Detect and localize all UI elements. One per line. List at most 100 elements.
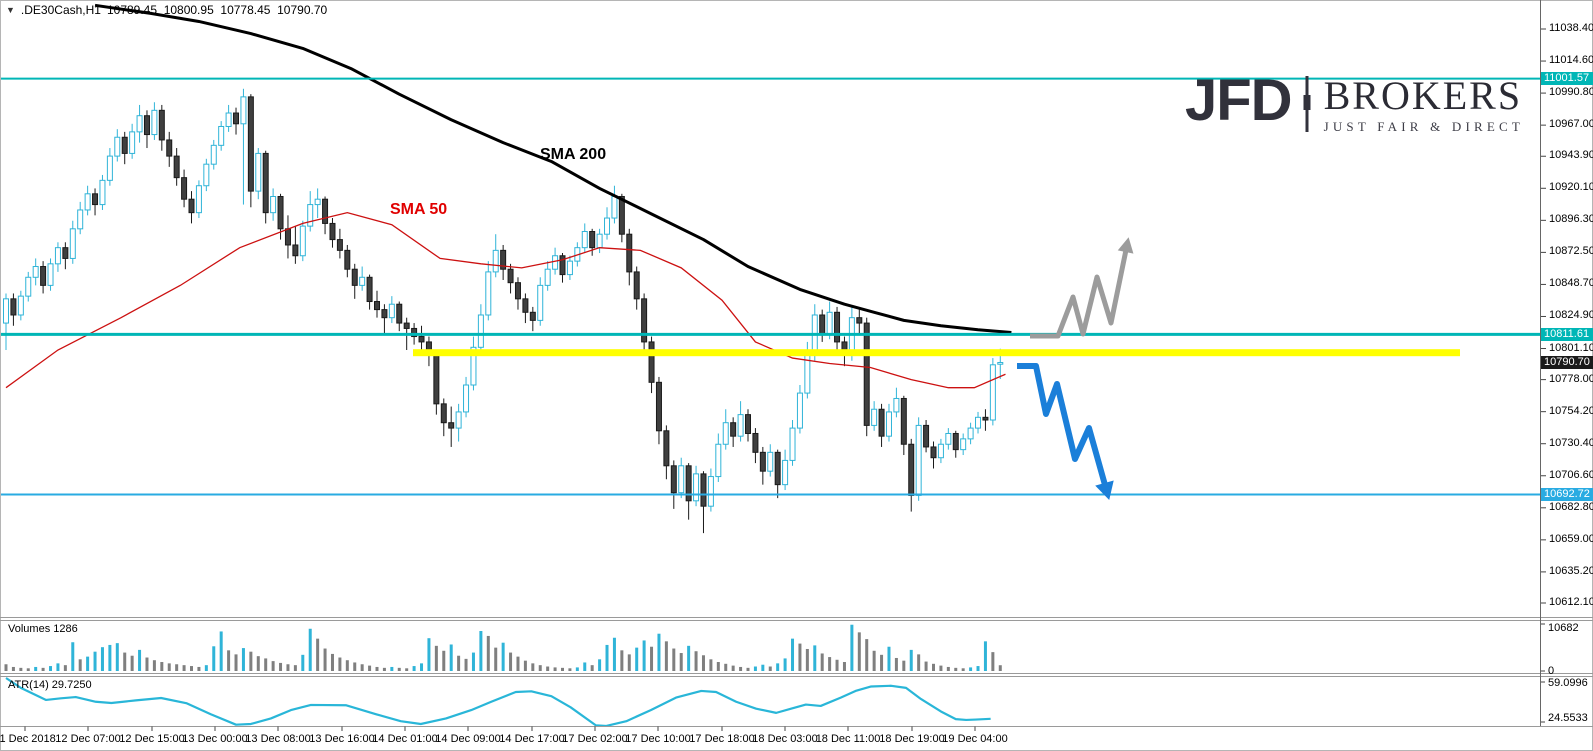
volume-bar	[375, 666, 379, 671]
candle-body	[455, 411, 462, 429]
candle-body	[106, 155, 113, 181]
volume-bar	[546, 666, 550, 671]
volume-bar	[902, 660, 906, 671]
volume-bar	[316, 638, 320, 671]
volume-bar	[672, 648, 676, 671]
volume-bar	[427, 638, 431, 671]
candle-body	[255, 152, 262, 192]
time-tick-label: 19 Dec 04:00	[942, 733, 1008, 745]
volume-bar	[323, 648, 327, 671]
candle-body	[767, 451, 774, 472]
volume-bar	[983, 641, 987, 671]
candle-body	[143, 115, 150, 136]
candle-body	[514, 282, 521, 300]
candle-body	[329, 222, 336, 241]
volume-bar	[865, 639, 869, 671]
volume-bar	[739, 666, 743, 671]
jfd-brokers-logo: JFD BROKERS JUST FAIR & DIRECT	[1185, 72, 1524, 137]
volume-bar	[850, 624, 854, 671]
price-tick-label: 10920.10	[1549, 181, 1593, 194]
chart-ohlc-values: 10789.45 10800.95 10778.45 10790.70	[106, 3, 328, 17]
volume-bar	[679, 653, 683, 671]
volume-bar	[86, 656, 90, 671]
volume-bar	[145, 657, 149, 671]
price-tick-label: 10848.70	[1549, 277, 1593, 290]
volume-bar	[353, 662, 357, 671]
volume-bar	[561, 667, 564, 671]
level-price-chip: 10811.61	[1541, 327, 1593, 341]
volume-bar	[397, 667, 401, 671]
candle-body	[559, 255, 566, 276]
volume-bar	[583, 662, 587, 671]
candle-body	[774, 451, 781, 486]
candle-body	[284, 228, 291, 246]
volume-bar	[687, 645, 691, 671]
candle-body	[292, 244, 299, 257]
time-tick-label: 18 Dec 19:00	[879, 733, 945, 745]
candle-body	[937, 443, 944, 459]
volume-bar	[197, 666, 201, 671]
volume-bar	[627, 654, 631, 671]
candle-body	[233, 112, 240, 125]
volume-bar	[842, 662, 846, 671]
price-tick-label: 10706.60	[1549, 468, 1593, 481]
candle-body	[960, 438, 967, 451]
candle-body	[136, 115, 143, 133]
atr-line	[5, 677, 991, 728]
volume-bar	[716, 662, 720, 671]
price-tick-label: 10896.30	[1549, 213, 1593, 226]
candle-body	[796, 392, 803, 429]
volume-bar	[813, 645, 817, 671]
atr-tick-label: 24.5533	[1548, 712, 1588, 724]
volume-bar	[731, 665, 735, 671]
volume-bar	[917, 654, 921, 671]
candle-body	[336, 239, 343, 251]
chart-title-bar: ▼ .DE30Cash,H1 10789.45 10800.95 10778.4…	[6, 3, 327, 17]
candle-body	[433, 352, 440, 405]
volume-bar	[961, 668, 965, 671]
volume-bar	[264, 658, 268, 671]
volume-bar	[486, 635, 490, 671]
volume-bar	[835, 659, 839, 671]
volume-bar	[390, 666, 394, 671]
candle-body	[863, 322, 870, 426]
candle-body	[492, 249, 499, 273]
volume-bar	[130, 655, 134, 671]
volume-bar	[783, 658, 787, 671]
candle-body	[314, 198, 321, 206]
volume-bar	[434, 645, 438, 671]
volume-bar	[234, 654, 238, 671]
volume-bar	[590, 665, 594, 671]
candle-body	[299, 225, 306, 257]
volume-bar	[479, 631, 483, 671]
candle-body	[411, 327, 418, 338]
candle-body	[218, 125, 225, 146]
volume-bar	[108, 644, 112, 671]
volume-bar	[160, 662, 164, 671]
volume-bar	[190, 666, 193, 671]
volume-bar	[820, 653, 824, 671]
symbol-dropdown-icon[interactable]: ▼	[6, 5, 15, 15]
candle-body	[477, 314, 484, 348]
candle-body	[915, 424, 922, 496]
candle-body	[893, 397, 900, 413]
candle-body	[982, 416, 989, 421]
candle-body	[470, 346, 477, 386]
volume-bar	[932, 663, 935, 671]
time-tick-label: 17 Dec 02:00	[562, 733, 628, 745]
candle-body	[418, 336, 425, 343]
volume-bar	[382, 667, 386, 671]
candle-body	[77, 209, 84, 230]
price-tick-label: 10754.20	[1549, 404, 1593, 417]
candle-body	[552, 255, 559, 270]
atr-indicator-label: ATR(14) 29.7250	[8, 679, 92, 691]
volume-bar	[924, 661, 928, 671]
volume-bar	[650, 646, 654, 671]
candle-body	[611, 196, 618, 219]
candle-body	[99, 179, 106, 206]
candle-body	[173, 155, 180, 179]
volume-bar	[494, 647, 498, 671]
volume-bar	[4, 664, 8, 671]
volume-tick-label: 0	[1548, 665, 1555, 677]
